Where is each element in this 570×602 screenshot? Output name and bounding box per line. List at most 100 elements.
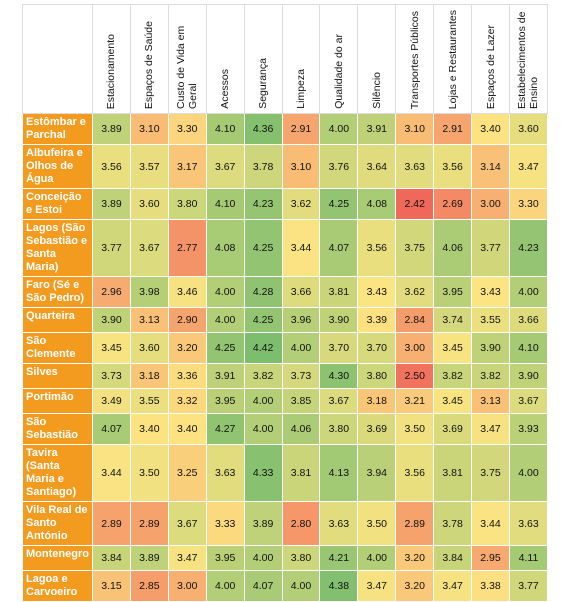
value-cell: 3.70	[357, 332, 397, 364]
table-row: Conceição e Estoi 3.89 3.60 3.80 4.10 4.23 3.6…	[22, 188, 549, 220]
column-header: Qualidade do ar	[319, 4, 359, 114]
value-cell: 4.33	[243, 444, 283, 502]
column-header-text: Espaços de Saúde	[143, 20, 156, 109]
value-cell: 3.98	[129, 276, 169, 308]
value-cell: 3.95	[205, 545, 245, 571]
corner-cell	[22, 4, 93, 114]
value-cell: 3.13	[129, 307, 169, 333]
value-cell: 3.44	[471, 501, 510, 546]
value-cell: 3.40	[471, 113, 510, 145]
value-cell: 3.63	[395, 144, 435, 189]
value-cell: 4.10	[205, 113, 245, 145]
table-row: Silves 3.73 3.18 3.36 3.91 3.82 3.73 4.30 3.80 2.…	[22, 363, 549, 389]
value-cell: 3.17	[167, 144, 207, 189]
value-cell: 2.95	[471, 545, 510, 571]
value-cell: 4.00	[205, 307, 245, 333]
value-cell: 4.08	[205, 219, 245, 277]
value-cell: 4.00	[243, 413, 283, 445]
column-header-text: Estacionamento	[105, 33, 118, 109]
value-cell: 3.77	[471, 219, 510, 277]
value-cell: 3.60	[129, 188, 169, 220]
value-cell: 3.60	[129, 332, 169, 364]
value-cell: 3.50	[129, 444, 169, 502]
column-header: Estabelecimentos de Ensino	[508, 4, 549, 114]
row-label: São Clemente	[22, 332, 93, 364]
value-cell: 2.89	[92, 501, 131, 546]
value-cell: 4.25	[243, 307, 283, 333]
value-cell: 3.75	[471, 444, 510, 502]
value-cell: 3.89	[243, 501, 283, 546]
table-row: Estômbar e Parchal 3.89 3.10 3.30 4.10 4.36 2.…	[22, 113, 549, 145]
value-cell: 3.89	[129, 545, 169, 571]
value-cell: 3.82	[433, 363, 473, 389]
value-cell: 3.36	[167, 363, 207, 389]
value-cell: 3.69	[357, 413, 397, 445]
value-cell: 3.74	[433, 307, 473, 333]
value-cell: 3.10	[129, 113, 169, 145]
value-cell: 3.25	[167, 444, 207, 502]
value-cell: 4.36	[243, 113, 283, 145]
value-cell: 3.20	[395, 570, 435, 602]
table-row: Quarteira 3.90 3.13 2.90 4.00 4.25 3.96 3.90 3.3…	[22, 307, 549, 333]
value-cell: 4.08	[357, 188, 397, 220]
value-cell: 4.07	[243, 570, 283, 602]
value-cell: 3.78	[243, 144, 283, 189]
row-label: Estômbar e Parchal	[22, 113, 93, 145]
value-cell: 3.43	[357, 276, 397, 308]
header-row: Estacionamento Espaços de Saúde Custo de V…	[22, 4, 549, 114]
value-cell: 3.78	[433, 501, 473, 546]
value-cell: 3.94	[357, 444, 397, 502]
value-cell: 4.00	[357, 545, 397, 571]
value-cell: 3.77	[508, 570, 549, 602]
value-cell: 3.55	[471, 307, 510, 333]
value-cell: 3.67	[205, 144, 245, 189]
table-row: Lagos (São Sebastião e Santa Maria) 3.77 3…	[22, 219, 549, 277]
value-cell: 4.00	[281, 332, 321, 364]
column-header-text: Espaços de Lazer	[484, 24, 497, 109]
row-label: Lagos (São Sebastião e Santa Maria)	[22, 219, 93, 277]
value-cell: 3.15	[92, 570, 131, 602]
value-cell: 3.43	[471, 276, 510, 308]
value-cell: 3.66	[281, 276, 321, 308]
value-cell: 3.44	[92, 444, 131, 502]
value-cell: 3.90	[92, 307, 131, 333]
column-header: Transportes Públicos	[395, 4, 435, 114]
value-cell: 3.50	[395, 413, 435, 445]
value-cell: 2.42	[395, 188, 435, 220]
value-cell: 3.21	[395, 388, 435, 414]
table-row: Montenegro 3.84 3.89 3.47 3.95 4.00 3.80 4.21 4.…	[22, 545, 549, 571]
column-header-text: Silêncio	[370, 72, 383, 109]
value-cell: 3.95	[205, 388, 245, 414]
value-cell: 4.00	[281, 570, 321, 602]
value-cell: 4.07	[92, 413, 131, 445]
value-cell: 3.70	[319, 332, 359, 364]
value-cell: 2.85	[129, 570, 169, 602]
value-cell: 4.25	[205, 332, 245, 364]
value-cell: 4.06	[433, 219, 473, 277]
table-row: Portimão 3.49 3.55 3.32 3.95 4.00 3.85 3.67 3.18…	[22, 388, 549, 414]
column-header-text: Transportes Públicos	[408, 10, 421, 109]
value-cell: 4.00	[205, 276, 245, 308]
value-cell: 3.62	[281, 188, 321, 220]
value-cell: 3.95	[433, 276, 473, 308]
value-cell: 2.69	[433, 188, 473, 220]
value-cell: 3.40	[167, 413, 207, 445]
value-cell: 3.56	[395, 444, 435, 502]
value-cell: 3.33	[205, 501, 245, 546]
value-cell: 3.67	[167, 501, 207, 546]
value-cell: 3.62	[395, 276, 435, 308]
value-cell: 3.67	[319, 388, 359, 414]
column-header: Estacionamento	[92, 4, 131, 114]
table-body: Estômbar e Parchal 3.89 3.10 3.30 4.10 4.36 2.…	[22, 113, 549, 602]
value-cell: 3.57	[129, 144, 169, 189]
value-cell: 4.11	[508, 545, 549, 571]
value-cell: 4.25	[319, 188, 359, 220]
value-cell: 4.06	[281, 413, 321, 445]
value-cell: 3.85	[281, 388, 321, 414]
row-label: Portimão	[22, 388, 93, 414]
row-label: Albufeira e Olhos de Água	[22, 144, 93, 189]
value-cell: 3.81	[319, 276, 359, 308]
value-cell: 3.63	[205, 444, 245, 502]
value-cell: 3.56	[92, 144, 131, 189]
value-cell: 3.89	[92, 113, 131, 145]
